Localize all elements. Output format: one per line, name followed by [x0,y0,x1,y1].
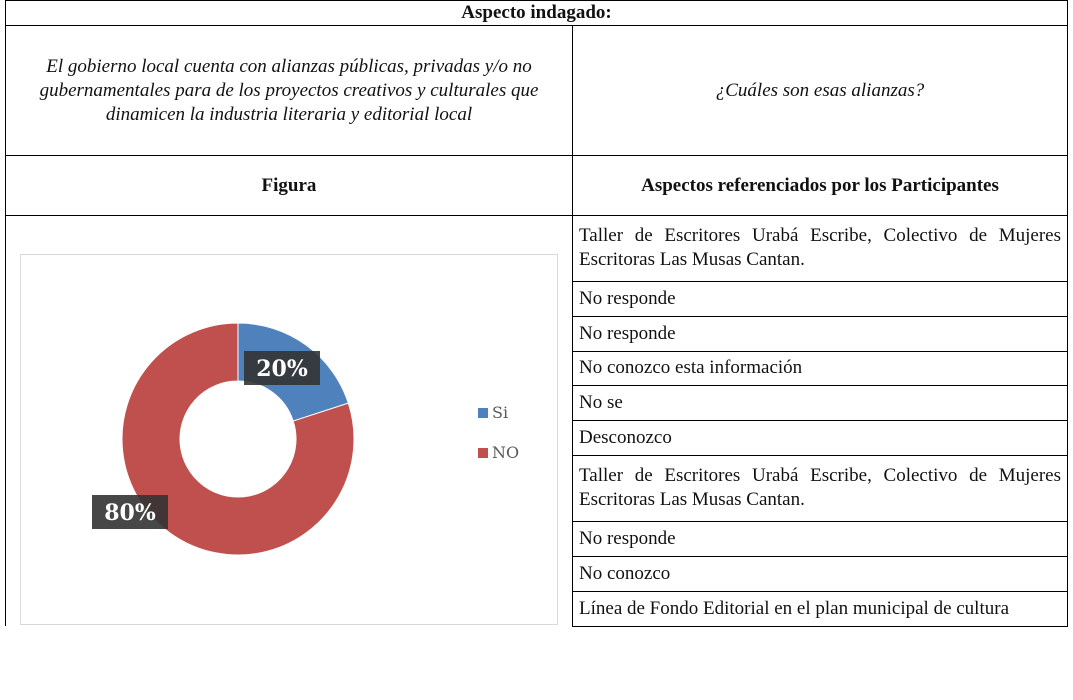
subquestion: ¿Cuáles son esas alianzas? [572,25,1068,156]
legend-label: Si [492,403,508,422]
legend-swatch [478,408,488,418]
question: El gobierno local cuenta con alianzas pú… [5,25,573,156]
chart: 20% 80% Si NO [20,254,558,625]
response: No responde [572,280,1068,317]
label-bg [92,495,168,529]
column-header: Figura [5,155,573,216]
chart-frame [20,254,558,625]
survey-table: Aspecto indagado: El gobierno local cuen… [5,0,1068,627]
title: Aspecto indagado: [5,0,1068,26]
column-header: Aspectos referenciados por los Participa… [572,155,1068,216]
donut-slice [121,322,355,556]
figure-cell: 20% 80% Si NO [5,215,573,626]
response: No responde [572,315,1068,352]
response: Taller de Escritores Urabá Escribe, Cole… [572,455,1068,522]
label-bg [244,351,320,385]
data-label: 20% [256,356,308,382]
response: No conozco [572,555,1068,592]
response: Línea de Fondo Editorial en el plan muni… [572,590,1068,627]
response: Taller de Escritores Urabá Escribe, Cole… [572,215,1068,282]
response: No conozco esta información [572,350,1068,387]
data-label: 80% [104,500,156,526]
response: Desconozco [572,420,1068,457]
response: No se [572,385,1068,422]
legend-label: NO [492,443,519,462]
response: No responde [572,520,1068,557]
legend-swatch [478,448,488,458]
